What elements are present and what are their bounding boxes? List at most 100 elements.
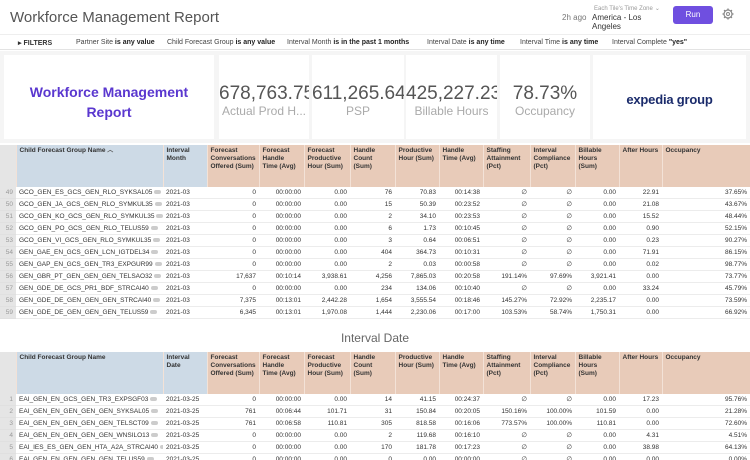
column-header-ic[interactable]: Interval Compliance (Pct) [530,145,576,187]
cell-ah: 21.08 [619,198,662,211]
cell-hc: 2 [350,258,395,271]
cell-ic: ∅ [530,453,575,460]
cell-fco: 0 [207,394,259,406]
column-header-fph[interactable]: Forecast Productive Hour (Sum) [304,352,351,394]
cell-period: 2021-03 [163,270,207,283]
filter-interval-date[interactable]: Interval Date is any time [427,39,505,46]
column-header-occ[interactable]: Occupancy [662,145,750,187]
column-header-fht[interactable]: Forecast Handle Time (Avg) [259,145,305,187]
table-row[interactable]: 1 EAI_GEN_EN_GCS_GEN_TR3_EXPSGF03 2021-03-… [0,394,750,406]
cell-ph: 70.83 [395,187,439,199]
cell-ic: ∅ [530,429,575,442]
table-row[interactable]: 51 GCO_GEN_KO_GCS_GEN_RLO_SYMKUL35 2021-03… [0,210,750,223]
table-row[interactable]: 50 GCO_GEN_JA_GCS_GEN_RLO_SYMKUL35 2021-03… [0,198,750,211]
column-header-fht[interactable]: Forecast Handle Time (Avg) [259,352,305,394]
table-row[interactable]: 54 GEN_GAE_EN_GCS_GEN_LCN_IGTDEL34 2021-03… [0,246,750,259]
table-row[interactable]: 49 GCO_GEN_ES_GCS_GEN_RLO_SYKSAL05 2021-03… [0,187,750,199]
cell-name: GEN_GDE_DE_GCS_PR1_BDF_STRCAI40 [16,282,163,295]
table-row[interactable]: 57 GEN_GDE_DE_GCS_PR1_BDF_STRCAI40 2021-03… [0,282,750,295]
pill-icon[interactable] [150,310,158,315]
table-row[interactable]: 52 GCO_GEN_PO_GCS_GEN_RLO_TELUS59 2021-03 0… [0,222,750,235]
pill-icon[interactable] [153,298,161,303]
cell-hc: 234 [350,282,395,295]
table-row[interactable]: 4 EAI_GEN_EN_GEN_GEN_GEN_WNSILO13 2021-03-… [0,429,750,442]
pill-icon[interactable] [146,457,154,460]
column-header-ht[interactable]: Handle Time (Avg) [439,352,484,394]
table-row[interactable]: 55 GEN_GAP_EN_GCS_GEN_TR3_EXPGUR99 2021-03… [0,258,750,271]
cell-period: 2021-03-25 [163,441,207,454]
pill-icon[interactable] [150,421,158,426]
cell-fco: 0 [207,429,259,442]
column-header-name[interactable]: Child Forecast Group Name [16,352,164,394]
cell-period: 2021-03 [163,306,207,319]
table-row[interactable]: 6 EAI_GEN_EN_GEN_GEN_GEN_TELUS59 2021-03-2… [0,453,750,460]
column-header-ic[interactable]: Interval Compliance (Pct) [530,352,576,394]
cell-ic: 58.74% [530,306,575,319]
expedia-group-logo: expedia group [626,92,713,107]
cell-fph: 0.00 [304,222,350,235]
pill-icon[interactable] [150,226,158,231]
pill-icon[interactable] [153,238,161,243]
column-header-sa[interactable]: Staffing Attainment (Pct) [483,145,531,187]
column-header-period[interactable]: Interval Date [163,352,208,394]
cell-sa: ∅ [483,441,530,454]
column-header-hc[interactable]: Handle Count (Sum) [350,145,396,187]
column-header-bh[interactable]: Billable Hours (Sum) [575,352,620,394]
cell-name: GCO_GEN_PO_GCS_GEN_RLO_TELUS59 [16,222,163,235]
column-header-ph[interactable]: Productive Hour (Sum) [395,145,440,187]
cell-fph: 0.00 [304,394,350,406]
pill-icon[interactable] [150,286,158,291]
pill-icon[interactable] [154,190,162,195]
cell-fht: 00:00:00 [259,187,304,199]
timezone-value[interactable]: America - Los Angeles [592,13,642,31]
table-row[interactable]: 58 GEN_GDE_DE_GEN_GEN_GEN_STRCAI40 2021-03… [0,294,750,307]
column-header-period[interactable]: Interval Month [163,145,208,187]
table-row[interactable]: 3 EAI_GEN_EN_GEN_GEN_GEN_TELSCT09 2021-03-… [0,417,750,430]
filter-interval-time[interactable]: Interval Time is any time [520,39,598,46]
pill-icon[interactable] [151,433,159,438]
table-row[interactable]: 53 GCO_GEN_VI_GCS_GEN_RLO_SYMKUL35 2021-03… [0,234,750,247]
gear-icon[interactable] [722,8,734,20]
table-row[interactable]: 59 GEN_GDE_DE_GEN_GEN_GEN_TELUS59 2021-03 6… [0,306,750,319]
pill-icon[interactable] [150,397,158,402]
cell-fco: 761 [207,417,259,430]
cell-fph: 0.00 [304,198,350,211]
cell-ah: 15.52 [619,210,662,223]
pill-icon[interactable] [156,214,163,219]
column-header-occ[interactable]: Occupancy [662,352,750,394]
pill-icon[interactable] [151,409,159,414]
table-row[interactable]: 56 GEN_GBR_PT_GEN_GEN_GEN_TELSAO32 2021-03… [0,270,750,283]
cell-fht: 00:10:14 [259,270,304,283]
cell-bh: 0.00 [575,187,619,199]
column-header-name[interactable]: Child Forecast Group Name ︿ [16,145,164,187]
filters-toggle[interactable]: ▸ FILTERS [18,39,52,47]
cell-fht: 00:06:44 [259,405,304,418]
column-header-sa[interactable]: Staffing Attainment (Pct) [483,352,531,394]
pill-icon[interactable] [159,445,163,450]
run-button[interactable]: Run [673,6,713,24]
pill-icon[interactable] [154,202,162,207]
column-header-bh[interactable]: Billable Hours (Sum) [575,145,620,187]
column-header-fph[interactable]: Forecast Productive Hour (Sum) [304,145,351,187]
pill-icon[interactable] [154,274,162,279]
column-header-fco[interactable]: Forecast Conversations Offered (Sum) [207,352,260,394]
column-header-ah[interactable]: After Hours [619,352,663,394]
pill-icon[interactable] [154,262,162,267]
filter-partner-site[interactable]: Partner Site is any value [76,39,155,46]
table-row[interactable]: 2 EAI_GEN_EN_GEN_GEN_GEN_SYKSAL05 2021-03-… [0,405,750,418]
cell-occ: 86.15% [662,246,750,259]
table-row[interactable]: 5 EAI_IES_ES_GEN_GEN_HTA_A2A_STRCAI40 2021… [0,441,750,454]
filter-interval-month[interactable]: Interval Month is in the past 1 months [287,39,409,46]
column-header-ph[interactable]: Productive Hour (Sum) [395,352,440,394]
pill-icon[interactable] [151,250,159,255]
cell-ic: ∅ [530,222,575,235]
column-header-hc[interactable]: Handle Count (Sum) [350,352,396,394]
column-header-ht[interactable]: Handle Time (Avg) [439,145,484,187]
cell-fht: 00:06:58 [259,417,304,430]
column-header-fco[interactable]: Forecast Conversations Offered (Sum) [207,145,260,187]
kpi-tile-occupancy: 78.73% Occupancy [500,55,590,139]
filter-child-forecast-group[interactable]: Child Forecast Group is any value [167,39,275,46]
timezone-label[interactable]: Each Tile's Time Zone ⌄ [594,5,666,12]
column-header-ah[interactable]: After Hours [619,145,663,187]
filter-interval-complete[interactable]: Interval Complete "yes" [612,39,687,46]
